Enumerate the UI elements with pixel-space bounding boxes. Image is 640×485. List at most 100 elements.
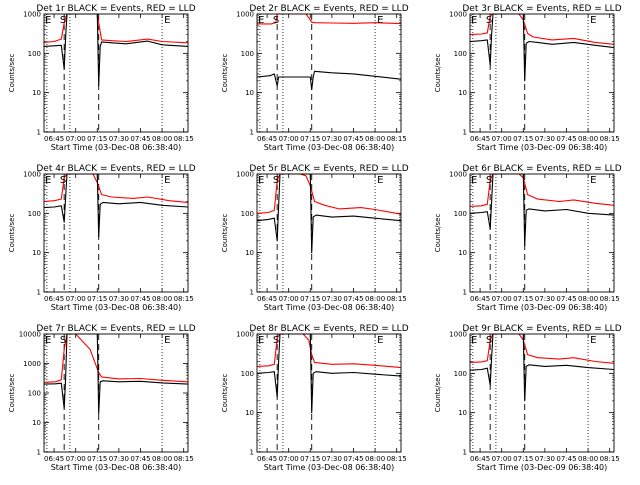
- x-tick-label: 07:00: [279, 295, 299, 303]
- x-tick-label: 06:45: [470, 135, 490, 143]
- y-axis-label: Counts/sec: [8, 374, 16, 413]
- x-tick-label: 07:00: [492, 455, 512, 463]
- marker-e-end: E: [164, 175, 170, 186]
- x-axis-label: Start Time (03-Dec-08 06:38:40): [264, 303, 395, 312]
- x-tick-label: 07:15: [87, 455, 107, 463]
- x-tick-label: 06:45: [257, 135, 277, 143]
- x-tick-label: 07:15: [513, 135, 533, 143]
- x-tick-label: 07:30: [322, 295, 342, 303]
- y-tick-label: 1: [463, 449, 467, 457]
- plot-frame: [43, 13, 189, 133]
- x-tick-label: 08:15: [600, 135, 620, 143]
- x-tick-label: 07:30: [109, 455, 129, 463]
- plot-frame: [256, 13, 402, 133]
- x-tick-label: 08:00: [578, 135, 598, 143]
- x-axis-label: Start Time (03-Dec-08 06:38:40): [51, 143, 182, 152]
- y-tick-label: 100: [454, 370, 467, 378]
- marker-e-start: E: [471, 175, 477, 186]
- y-axis-label: Counts/sec: [8, 54, 16, 93]
- y-tick-label: 1: [37, 289, 41, 297]
- y-axis-label: Counts/sec: [221, 374, 229, 413]
- series-line-black: [469, 13, 615, 82]
- marker-e-end: E: [377, 335, 383, 346]
- x-tick-label: 07:15: [513, 295, 533, 303]
- series-line-black: [43, 333, 189, 415]
- series-line-red: [257, 13, 402, 25]
- series-line-red: [43, 333, 189, 383]
- series-line-black: [43, 173, 189, 238]
- panel-5: Det 5r BLACK = Events, RED = LLD Counts/s…: [221, 164, 409, 312]
- y-tick-label: 10: [458, 409, 467, 417]
- marker-e-end: E: [377, 175, 383, 186]
- x-axis-label: Start Time (03-Dec-09 06:38:40): [477, 463, 608, 472]
- panel-2: Det 2r BLACK = Events, RED = LLD Counts/s…: [221, 4, 409, 152]
- y-tick-label: 10: [32, 89, 41, 97]
- y-tick-label: 1000: [23, 11, 41, 19]
- y-tick-label: 10: [245, 89, 254, 97]
- x-tick-label: 07:30: [109, 135, 129, 143]
- panel-title: Det 8r BLACK = Events, RED = LLD: [249, 324, 408, 334]
- plot-frame: [469, 13, 615, 133]
- x-tick-label: 08:00: [365, 135, 385, 143]
- x-tick-label: 08:15: [174, 455, 194, 463]
- y-axis-label: Counts/sec: [221, 214, 229, 253]
- panel-title: Det 6r BLACK = Events, RED = LLD: [462, 164, 621, 174]
- y-axis-label: Counts/sec: [434, 374, 442, 413]
- x-tick-label: 07:00: [492, 135, 512, 143]
- x-tick-label: 06:45: [470, 455, 490, 463]
- x-tick-label: 06:45: [257, 295, 277, 303]
- marker-s: S: [486, 175, 492, 186]
- x-axis-label: Start Time (03-Dec-08 06:38:40): [264, 143, 395, 152]
- y-axis-label: Counts/sec: [8, 214, 16, 253]
- marker-s: S: [60, 335, 66, 346]
- series-line-black: [256, 70, 402, 91]
- series-line-red: [256, 173, 402, 215]
- x-tick-label: 07:30: [535, 295, 555, 303]
- x-tick-label: 07:15: [87, 135, 107, 143]
- y-axis-label: Counts/sec: [221, 54, 229, 93]
- marker-s: S: [273, 175, 279, 186]
- x-tick-label: 07:00: [279, 455, 299, 463]
- marker-e-start: E: [45, 335, 51, 346]
- y-axis-label: Counts/sec: [434, 54, 442, 93]
- marker-e-start: E: [258, 175, 264, 186]
- x-tick-label: 08:00: [152, 135, 172, 143]
- x-tick-label: 06:45: [257, 455, 277, 463]
- plot-frame: [43, 333, 189, 453]
- y-axis-label: Counts/sec: [434, 214, 442, 253]
- x-tick-label: 07:45: [130, 135, 150, 143]
- marker-s: S: [273, 335, 279, 346]
- y-tick-label: 100: [241, 210, 254, 218]
- x-axis-label: Start Time (03-Dec-08 06:38:40): [264, 463, 395, 472]
- panel-4: Det 4r BLACK = Events, RED = LLD Counts/s…: [8, 164, 196, 312]
- y-tick-label: 10: [245, 249, 254, 257]
- y-tick-label: 1: [37, 129, 41, 137]
- y-tick-label: 1000: [236, 11, 254, 19]
- x-tick-label: 08:15: [174, 295, 194, 303]
- x-tick-label: 07:30: [322, 455, 342, 463]
- panel-title: Det 1r BLACK = Events, RED = LLD: [36, 4, 195, 14]
- y-tick-label: 1000: [236, 331, 254, 339]
- plot-frame: [43, 173, 189, 293]
- x-tick-label: 07:00: [492, 295, 512, 303]
- y-tick-label: 10: [458, 89, 467, 97]
- y-tick-label: 100: [241, 370, 254, 378]
- x-axis-label: Start Time (03-Dec-08 06:38:40): [51, 303, 182, 312]
- series-line-black: [43, 13, 189, 87]
- x-tick-label: 07:45: [130, 295, 150, 303]
- panel-6: Det 6r BLACK = Events, RED = LLD Counts/s…: [434, 164, 622, 312]
- y-tick-label: 100: [241, 50, 254, 58]
- panel-title: Det 9r BLACK = Events, RED = LLD: [462, 324, 621, 334]
- x-axis-label: Start Time (03-Dec-09 06:38:40): [477, 143, 608, 152]
- x-tick-label: 08:15: [600, 455, 620, 463]
- x-tick-label: 08:00: [152, 295, 172, 303]
- panel-3: Det 3r BLACK = Events, RED = LLD Counts/s…: [434, 4, 622, 152]
- panel-9: Det 9r BLACK = Events, RED = LLD Counts/s…: [434, 324, 622, 472]
- series-line-black: [256, 173, 402, 254]
- y-tick-label: 1: [463, 129, 467, 137]
- x-tick-label: 08:00: [365, 295, 385, 303]
- y-tick-label: 100: [28, 50, 41, 58]
- panel-title: Det 3r BLACK = Events, RED = LLD: [462, 4, 621, 14]
- marker-s: S: [60, 175, 66, 186]
